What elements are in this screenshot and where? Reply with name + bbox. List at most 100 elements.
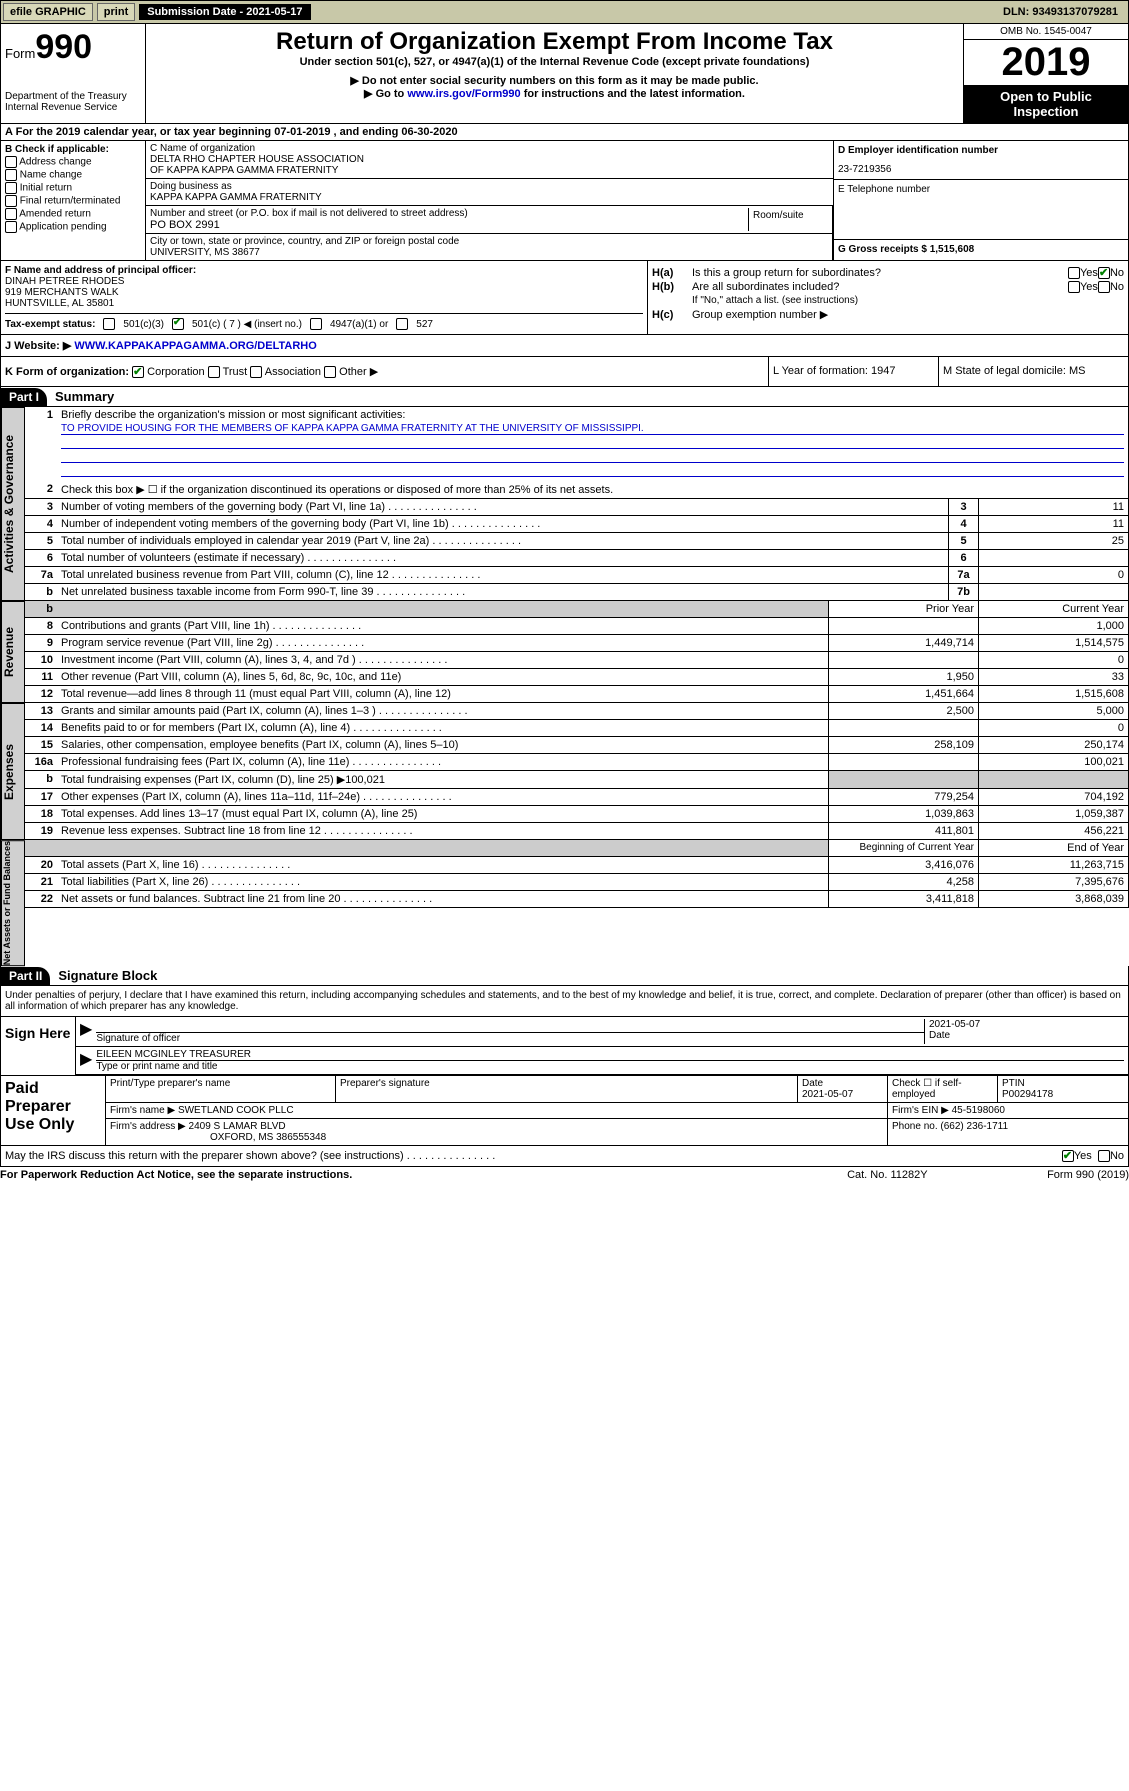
sign-here-label: Sign Here bbox=[1, 1017, 76, 1075]
chk-name[interactable] bbox=[5, 169, 17, 181]
chk-discuss-yes[interactable] bbox=[1062, 1150, 1074, 1162]
c-label: C Name of organization bbox=[150, 143, 829, 154]
irs: Internal Revenue Service bbox=[5, 102, 141, 113]
ha-yes: Yes bbox=[1080, 267, 1098, 279]
sig-date: 2021-05-07 bbox=[929, 1019, 1124, 1030]
chk-501c[interactable] bbox=[172, 318, 184, 330]
l7b: Net unrelated business taxable income fr… bbox=[57, 584, 948, 600]
l14: Benefits paid to or for members (Part IX… bbox=[57, 720, 828, 736]
revenue-section: Revenue bPrior YearCurrent Year 8Contrib… bbox=[0, 601, 1129, 703]
l13p: 2,500 bbox=[828, 703, 978, 719]
lbl-trust: Trust bbox=[223, 366, 248, 378]
warn2-post: for instructions and the latest informat… bbox=[521, 88, 745, 100]
chk-corp[interactable] bbox=[132, 366, 144, 378]
line-a: A For the 2019 calendar year, or tax yea… bbox=[0, 124, 1129, 141]
prep-date-hdr: Date bbox=[802, 1078, 823, 1089]
dln: DLN: 93493137079281 bbox=[1003, 6, 1126, 18]
chk-hb-no[interactable] bbox=[1098, 281, 1110, 293]
hdr-beg: Beginning of Current Year bbox=[828, 840, 978, 856]
room-label: Room/suite bbox=[748, 208, 828, 231]
firm-ein-label: Firm's EIN ▶ bbox=[892, 1105, 949, 1116]
chk-other[interactable] bbox=[324, 366, 336, 378]
chk-initial[interactable] bbox=[5, 182, 17, 194]
l10: Investment income (Part VIII, column (A)… bbox=[57, 652, 828, 668]
efile-label: efile GRAPHIC bbox=[3, 3, 93, 21]
firm-label: Firm's name ▶ bbox=[110, 1105, 175, 1116]
city: UNIVERSITY, MS 38677 bbox=[150, 247, 828, 258]
l16a: Professional fundraising fees (Part IX, … bbox=[57, 754, 828, 770]
l3: Number of voting members of the governin… bbox=[57, 499, 948, 515]
hb-no: No bbox=[1110, 281, 1124, 293]
chk-pending[interactable] bbox=[5, 221, 17, 233]
cat-no: Cat. No. 11282Y bbox=[847, 1169, 1047, 1181]
l14p bbox=[828, 720, 978, 736]
chk-501c3[interactable] bbox=[103, 318, 115, 330]
chk-amended[interactable] bbox=[5, 208, 17, 220]
top-bar: efile GRAPHIC print Submission Date - 20… bbox=[0, 0, 1129, 24]
irs-link[interactable]: www.irs.gov/Form990 bbox=[407, 88, 520, 100]
l13c: 5,000 bbox=[978, 703, 1128, 719]
chk-assoc[interactable] bbox=[250, 366, 262, 378]
l6v bbox=[978, 550, 1128, 566]
lbl-4947: 4947(a)(1) or bbox=[330, 319, 388, 330]
hb-yes: Yes bbox=[1080, 281, 1098, 293]
street-label: Number and street (or P.O. box if mail i… bbox=[150, 208, 748, 219]
lbl-initial: Initial return bbox=[20, 183, 72, 194]
q1: Briefly describe the organization's miss… bbox=[61, 409, 405, 421]
d-label: D Employer identification number bbox=[838, 145, 1124, 156]
print-button[interactable]: print bbox=[97, 3, 135, 21]
officer-addr2: HUNTSVILLE, AL 35801 bbox=[5, 298, 643, 309]
l16ap bbox=[828, 754, 978, 770]
discuss-yes: Yes bbox=[1074, 1150, 1092, 1162]
discuss-no: No bbox=[1110, 1150, 1124, 1162]
l17c: 704,192 bbox=[978, 789, 1128, 805]
part2-title: Signature Block bbox=[50, 966, 165, 985]
l9: Program service revenue (Part VIII, line… bbox=[57, 635, 828, 651]
form-title: Return of Organization Exempt From Incom… bbox=[150, 28, 959, 56]
chk-hb-yes[interactable] bbox=[1068, 281, 1080, 293]
hdr-curr: Current Year bbox=[978, 601, 1128, 617]
sig-name-label: Type or print name and title bbox=[96, 1061, 217, 1072]
signature-block: Under penalties of perjury, I declare th… bbox=[0, 986, 1129, 1076]
chk-final[interactable] bbox=[5, 195, 17, 207]
l11c: 33 bbox=[978, 669, 1128, 685]
lbl-527: 527 bbox=[416, 319, 433, 330]
phone-label: Phone no. bbox=[892, 1121, 938, 1132]
hc-text: Group exemption number ▶ bbox=[692, 308, 828, 321]
l19p: 411,801 bbox=[828, 823, 978, 839]
hb-note: If "No," attach a list. (see instruction… bbox=[652, 295, 1124, 306]
state-domicile: M State of legal domicile: MS bbox=[938, 357, 1128, 386]
chk-ha-yes[interactable] bbox=[1068, 267, 1080, 279]
chk-4947[interactable] bbox=[310, 318, 322, 330]
l8: Contributions and grants (Part VIII, lin… bbox=[57, 618, 828, 634]
lbl-final: Final return/terminated bbox=[20, 196, 121, 207]
l22p: 3,411,818 bbox=[828, 891, 978, 907]
line-a-text: For the 2019 calendar year, or tax year … bbox=[16, 126, 458, 138]
l12p: 1,451,664 bbox=[828, 686, 978, 702]
col-b-header: B Check if applicable: bbox=[5, 144, 141, 155]
footer: For Paperwork Reduction Act Notice, see … bbox=[0, 1167, 1129, 1183]
l5v: 25 bbox=[978, 533, 1128, 549]
prep-date: 2021-05-07 bbox=[802, 1089, 853, 1100]
phone: (662) 236-1711 bbox=[940, 1121, 1008, 1132]
l21: Total liabilities (Part X, line 26) bbox=[57, 874, 828, 890]
chk-ha-no[interactable] bbox=[1098, 267, 1110, 279]
chk-address[interactable] bbox=[5, 156, 17, 168]
chk-trust[interactable] bbox=[208, 366, 220, 378]
discuss-text: May the IRS discuss this return with the… bbox=[5, 1150, 1062, 1162]
part2-header: Part II Signature Block bbox=[0, 966, 1129, 986]
website-link[interactable]: WWW.KAPPAKAPPAGAMMA.ORG/DELTARHO bbox=[74, 340, 316, 352]
chk-527[interactable] bbox=[396, 318, 408, 330]
l19c: 456,221 bbox=[978, 823, 1128, 839]
expenses-section: Expenses 13Grants and similar amounts pa… bbox=[0, 703, 1129, 840]
row-k: K Form of organization: Corporation Trus… bbox=[0, 357, 1129, 387]
l5: Total number of individuals employed in … bbox=[57, 533, 948, 549]
form-prefix: Form bbox=[5, 46, 35, 61]
chk-discuss-no[interactable] bbox=[1098, 1150, 1110, 1162]
org-name1: DELTA RHO CHAPTER HOUSE ASSOCIATION bbox=[150, 154, 829, 165]
side-netassets: Net Assets or Fund Balances bbox=[1, 840, 25, 966]
omb: OMB No. 1545-0047 bbox=[964, 24, 1128, 40]
l8p bbox=[828, 618, 978, 634]
discuss-row: May the IRS discuss this return with the… bbox=[0, 1146, 1129, 1167]
l7av: 0 bbox=[978, 567, 1128, 583]
